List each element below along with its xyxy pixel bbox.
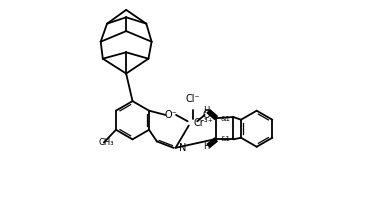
Text: Cr³⁺: Cr³⁺ <box>193 118 213 128</box>
Text: N: N <box>179 143 186 153</box>
Text: Cl⁻: Cl⁻ <box>186 94 200 104</box>
Text: H: H <box>203 106 210 115</box>
Text: O⁻: O⁻ <box>203 110 215 120</box>
Text: &1: &1 <box>220 115 230 121</box>
Text: O⁻: O⁻ <box>164 110 177 120</box>
Text: &1: &1 <box>220 136 230 142</box>
Text: H: H <box>203 142 210 151</box>
Text: CH₃: CH₃ <box>98 138 114 147</box>
